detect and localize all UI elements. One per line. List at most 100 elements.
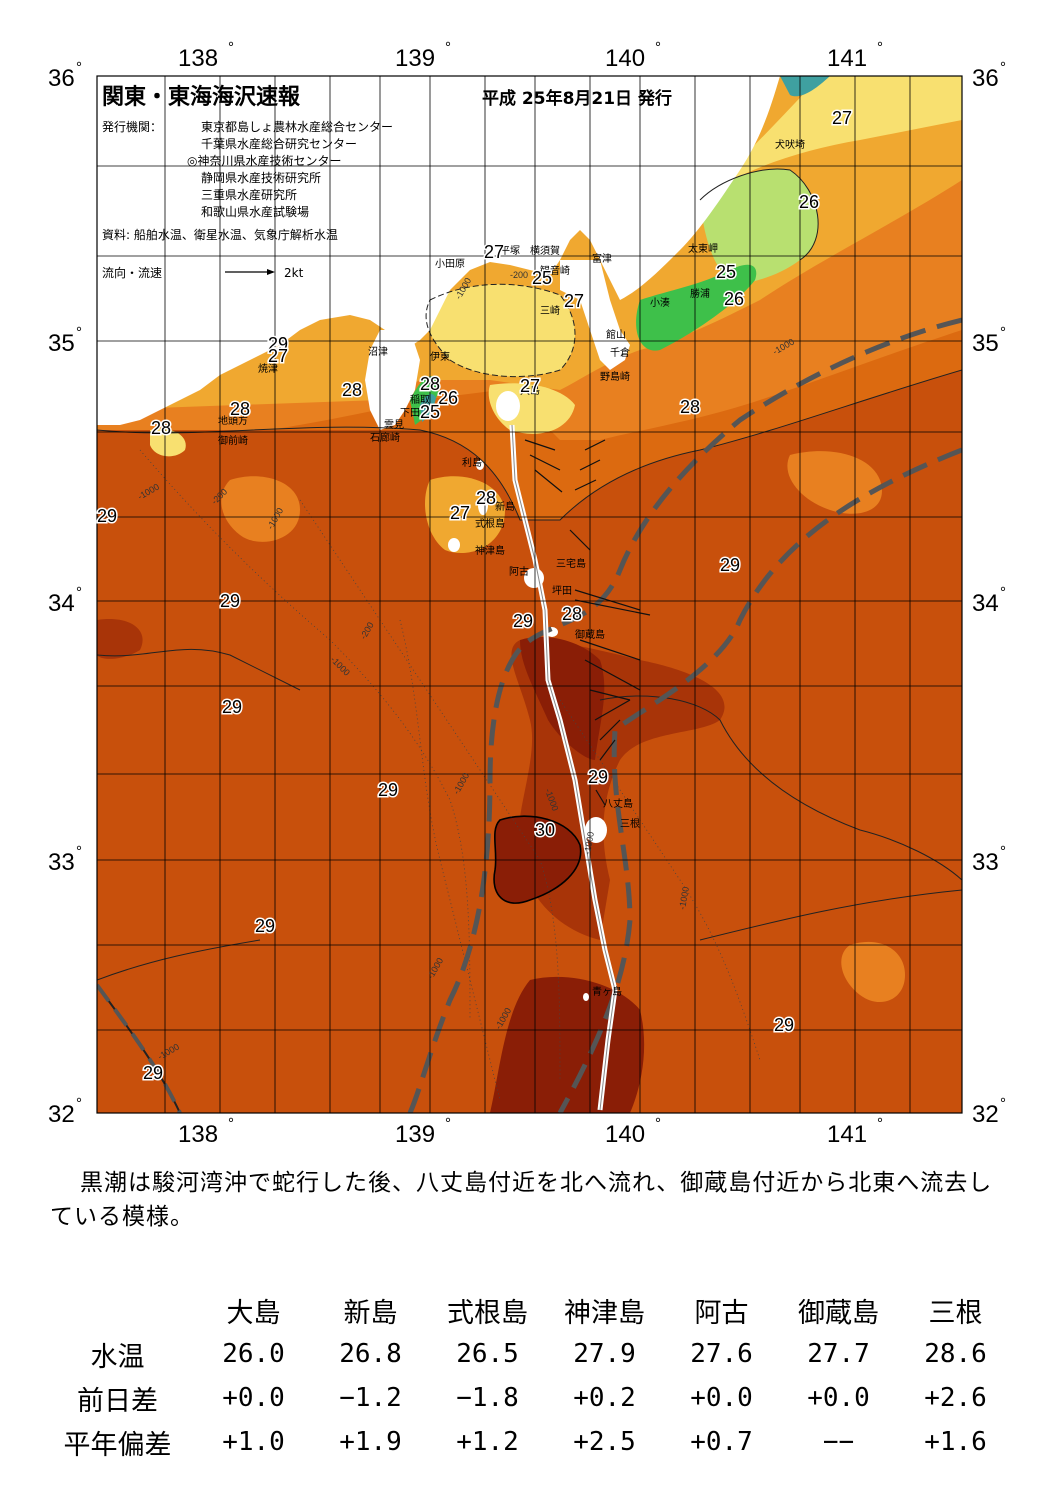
sst-label: 27 bbox=[450, 503, 470, 523]
lon-tick-label: 138 bbox=[178, 1121, 218, 1148]
column-header: 新島 bbox=[343, 1297, 398, 1329]
lon-tick-label: 141 bbox=[827, 1121, 867, 1148]
sst-label: 28 bbox=[420, 374, 440, 394]
lat-tick-label: 34 bbox=[972, 590, 999, 617]
degree-mark: ° bbox=[1000, 843, 1006, 860]
issuers-label: 発行機関： bbox=[102, 119, 162, 134]
island-hachijo bbox=[585, 817, 607, 843]
column-header: 三根 bbox=[928, 1297, 983, 1329]
table-cell: 28.6 bbox=[924, 1339, 987, 1369]
table-cell: 27.7 bbox=[807, 1339, 870, 1369]
column-header: 大島 bbox=[226, 1297, 281, 1329]
place-label: 横須賀 bbox=[530, 244, 560, 257]
place-label: 伊東 bbox=[430, 350, 450, 363]
table-cell: +2.5 bbox=[573, 1427, 636, 1457]
sst-band-24-ne bbox=[780, 76, 830, 97]
sst-band-27-omaezaki bbox=[150, 428, 186, 457]
sst-label: 28 bbox=[476, 488, 496, 508]
sst-band-25-boso bbox=[636, 264, 757, 351]
degree-mark: ° bbox=[1000, 1095, 1006, 1112]
place-label: 新島 bbox=[495, 500, 515, 513]
place-label: 下田 bbox=[400, 408, 420, 419]
kuroshio-axis bbox=[97, 317, 962, 1113]
sst-label: 27 bbox=[268, 346, 288, 366]
place-label: 御蔵島 bbox=[575, 628, 605, 641]
lat-tick-label: 36 bbox=[972, 65, 999, 92]
sst-band-30-north bbox=[520, 636, 605, 760]
map-header: 関東・東海海沢速報 平成 25年8月21日 発行 発行機関： 東京都島しょ農林水… bbox=[102, 84, 672, 280]
data-sources: 資料: 船舶水温、衛星水温、気象庁解析水温 bbox=[102, 227, 338, 242]
sst-label: 27 bbox=[520, 376, 540, 396]
degree-mark: ° bbox=[877, 39, 883, 56]
degree-mark: ° bbox=[445, 39, 451, 56]
table-cell: +1.0 bbox=[222, 1427, 285, 1457]
current-legend-label: 流向・流速 bbox=[102, 265, 162, 280]
place-label: 石廊崎 bbox=[370, 431, 400, 444]
degree-mark: ° bbox=[1000, 584, 1006, 601]
table-cell: 26.0 bbox=[222, 1339, 285, 1369]
lon-tick-label: 141 bbox=[827, 45, 867, 72]
place-label: 神津島 bbox=[475, 544, 505, 557]
sst-label: 29 bbox=[255, 916, 275, 936]
sst-label: 28 bbox=[151, 418, 171, 438]
sst-label: 29 bbox=[222, 697, 242, 717]
sst-band-28-patch-se bbox=[841, 941, 905, 1003]
table-cell: +0.7 bbox=[690, 1427, 753, 1457]
sst-label: 29 bbox=[97, 506, 117, 526]
place-label: 千倉 bbox=[610, 346, 630, 359]
place-label: 沼津 bbox=[368, 345, 388, 358]
column-header: 神津島 bbox=[564, 1297, 645, 1329]
place-label: 青ヶ島 bbox=[592, 985, 622, 998]
table-row: 平年偏差 +1.0 +1.9 +1.2 +2.5 +0.7 −− +1.6 bbox=[40, 1420, 1014, 1464]
sst-label: 27 bbox=[484, 242, 504, 262]
table-cell: −− bbox=[822, 1427, 855, 1457]
sst-label: 25 bbox=[716, 262, 736, 282]
place-label: 式根島 bbox=[475, 517, 505, 530]
degree-mark: ° bbox=[228, 1115, 234, 1132]
sst-band-29-5-west bbox=[97, 619, 143, 659]
lat-tick-label: 35 bbox=[972, 330, 999, 357]
island-toshima bbox=[476, 460, 484, 470]
sst-labels: 27 26 25 26 25 27 27 28 28 29 27 28 28 2… bbox=[96, 107, 854, 1085]
issuer: 静岡県水産技術研究所 bbox=[201, 170, 321, 185]
land-honshu bbox=[97, 76, 780, 425]
lon-ticks-bottom: 138 ° 139 ° 140 ° 141 ° bbox=[178, 1115, 883, 1148]
sst-band-24-izu bbox=[420, 394, 436, 422]
row-label: 水温 bbox=[90, 1341, 145, 1373]
sst-label: 26 bbox=[799, 192, 819, 212]
current-legend-unit: 2kt bbox=[284, 266, 304, 280]
island-niijima bbox=[478, 495, 488, 515]
lat-tick-label: 32 bbox=[48, 1101, 75, 1128]
lon-ticks-top: 138 ° 139 ° 140 ° 141 ° bbox=[178, 39, 883, 72]
table-row: 水温 26.0 26.8 26.5 27.9 27.6 27.7 28.6 bbox=[40, 1332, 1014, 1376]
table-cell: +0.0 bbox=[222, 1383, 285, 1413]
sst-label: 26 bbox=[438, 388, 458, 408]
row-label: 平年偏差 bbox=[63, 1429, 172, 1461]
degree-mark: ° bbox=[1000, 59, 1006, 76]
lat-ticks-left: 36 ° 35 ° 34 ° 33 ° 32 ° bbox=[48, 59, 82, 1128]
summary-text: 黒潮は駿河湾沖で蛇行した後、八丈島付近を北へ流れ、御蔵島付近から北東へ流去してい… bbox=[50, 1166, 1010, 1234]
map-title: 関東・東海海沢速報 bbox=[102, 84, 301, 110]
issue-date: 平成 25年8月21日 発行 bbox=[482, 88, 672, 109]
lat-tick-label: 35 bbox=[48, 330, 75, 357]
sst-label: 27 bbox=[564, 291, 584, 311]
place-label: 野島崎 bbox=[600, 370, 630, 383]
map-frame bbox=[96, 75, 963, 1114]
arrowhead-icon bbox=[267, 269, 275, 275]
lat-tick-label: 33 bbox=[48, 849, 75, 876]
lon-tick-label: 139 bbox=[395, 45, 435, 72]
degree-mark: ° bbox=[877, 1115, 883, 1132]
current-vectors bbox=[524, 439, 651, 806]
sst-label: 28 bbox=[680, 397, 700, 417]
sst-label: 28 bbox=[342, 380, 362, 400]
place-label: 三崎 bbox=[540, 304, 560, 317]
table-cell: 27.9 bbox=[573, 1339, 636, 1369]
place-label: 富津 bbox=[592, 252, 612, 265]
place-label: 勝浦 bbox=[690, 287, 710, 300]
sst-label: 29 bbox=[513, 611, 533, 631]
land-boso bbox=[560, 260, 630, 370]
issuer: 千葉県水産総合研究センター bbox=[201, 136, 357, 151]
place-label: 地頭方 bbox=[218, 414, 248, 427]
sst-label: 29 bbox=[143, 1063, 163, 1083]
place-label: 小田原 bbox=[435, 258, 465, 270]
